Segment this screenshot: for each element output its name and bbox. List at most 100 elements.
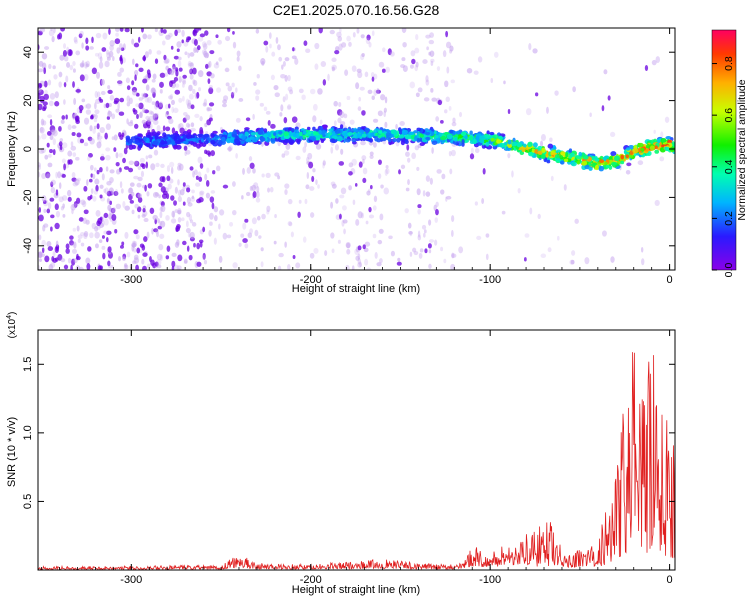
spectrogram-pixel — [168, 118, 174, 125]
spectrogram-pixel — [331, 248, 335, 254]
spectrogram-ridge-pixel — [490, 137, 495, 142]
spectrogram-pixel — [413, 250, 419, 256]
spectrogram-pixel — [481, 197, 485, 204]
spectrogram-ridge-pixel — [329, 138, 336, 143]
spectrogram-pixel — [67, 257, 72, 264]
spectrogram-pixel — [451, 215, 455, 223]
spectrogram-pixel — [63, 99, 66, 105]
spectrogram-pixel — [311, 175, 315, 182]
spectrogram-pixel — [203, 50, 208, 58]
spectrogram-pixel — [451, 229, 454, 237]
spectrogram-ridge-pixel — [541, 153, 546, 160]
spectrogram-pixel — [38, 164, 42, 171]
spectrogram-pixel — [197, 171, 202, 178]
spectrogram-pixel — [266, 205, 271, 213]
spectrogram-pixel — [546, 106, 549, 114]
spectrogram-ridge-pixel — [537, 150, 543, 155]
spectrogram-pixel — [287, 198, 293, 205]
snr-panel: -300 -200 -100 0 0.5 1.0 1.5 Height of straig… — [6, 312, 676, 596]
spectrogram-pixel — [182, 201, 186, 206]
spectrogram-pixel — [81, 60, 85, 67]
spectrogram-ridge-pixel — [173, 135, 178, 142]
spectrogram-pixel — [75, 50, 81, 56]
spectrogram-pixel — [94, 109, 100, 115]
y-tick-label: 0 — [22, 146, 34, 152]
spectrogram-pixel — [152, 191, 159, 198]
spectrogram-pixel — [176, 41, 182, 48]
spectrogram-pixel — [371, 30, 375, 37]
spectrogram-pixel — [193, 169, 198, 176]
spectrogram-pixel — [261, 173, 265, 178]
spectrogram-pixel — [38, 171, 41, 178]
spectrogram-pixel — [117, 102, 120, 110]
spectrogram-pixel — [307, 152, 313, 160]
spectrogram-pixel — [224, 67, 230, 73]
figure-title: C2E1.2025.070.16.56.G28 — [273, 2, 440, 18]
spectrogram-pixel — [162, 29, 167, 34]
spectrogram-pixel — [159, 233, 165, 239]
spectrogram-ridge-pixel — [519, 151, 525, 156]
spectrogram-pixel — [96, 71, 101, 79]
spectrogram-pixel — [188, 68, 192, 73]
spectrogram-ridge-pixel — [521, 146, 526, 153]
spectrogram-pixel — [199, 241, 203, 248]
spectrogram-ridge-pixel — [425, 136, 431, 141]
spectrogram-pixel — [292, 254, 296, 260]
spectrogram-pixel — [97, 217, 103, 225]
spectrogram-pixel — [94, 226, 99, 232]
spectrogram-pixel — [238, 242, 242, 247]
spectrogram-pixel — [38, 68, 44, 73]
spectrogram-pixel — [159, 254, 163, 261]
spectrogram-pixel — [312, 115, 317, 123]
spectrogram-pixel — [507, 152, 511, 159]
spectrogram-pixel — [177, 195, 182, 203]
spectrogram-pixel — [387, 48, 392, 56]
spectrogram-pixel — [355, 219, 360, 226]
spectrogram-pixel — [169, 178, 174, 184]
spectrogram-pixel — [337, 35, 343, 42]
spectrogram-pixel — [339, 28, 342, 34]
spectrogram-pixel — [421, 224, 427, 230]
spectrogram-pixel — [178, 97, 183, 103]
spectrogram-pixel — [269, 186, 274, 193]
spectrogram-pixel — [149, 207, 155, 214]
spectrogram-pixel — [216, 87, 222, 93]
spectrogram-pixel — [109, 94, 115, 101]
spectrogram-pixel — [458, 246, 464, 254]
spectrogram-ridge-pixel — [370, 132, 374, 137]
spectrogram-pixel — [197, 36, 204, 42]
spectrogram-pixel — [197, 45, 201, 51]
spectrogram-pixel — [43, 223, 49, 228]
spectrogram-pixel — [288, 221, 293, 227]
spectrogram-pixel — [191, 88, 196, 94]
spectrogram-pixel — [373, 89, 378, 97]
spectrogram-pixel — [423, 229, 427, 234]
spectrogram-pixel — [154, 58, 159, 64]
spectrogram-pixel — [417, 230, 421, 238]
spectrogram-pixel — [189, 73, 194, 80]
spectrogram-pixel — [435, 116, 440, 122]
spectrogram-pixel — [192, 79, 196, 85]
spectrogram-ridge-pixel — [266, 130, 271, 137]
spectrogram-ridge-pixel — [364, 127, 370, 133]
spectrogram-pixel — [190, 196, 196, 202]
spectrogram-pixel — [359, 86, 365, 91]
spectrogram-pixel — [416, 188, 421, 196]
spectrogram-pixel — [186, 36, 192, 41]
spectrogram-pixel — [93, 117, 98, 123]
spectrogram-pixel — [181, 217, 185, 222]
spectrogram-pixel — [192, 170, 195, 178]
spectrogram-pixel — [202, 254, 206, 261]
spectrogram-pixel — [58, 196, 64, 203]
spectrogram-pixel — [248, 156, 253, 162]
spectrogram-pixel — [357, 253, 361, 260]
spectrogram-pixel — [86, 179, 89, 187]
spectrogram-pixel — [133, 160, 139, 165]
spectrogram-pixel — [411, 152, 417, 160]
spectrogram-pixel — [60, 119, 65, 125]
spectrogram-pixel — [198, 28, 202, 31]
spectrogram-pixel — [117, 80, 123, 86]
spectrogram-y-axis: -40 -20 0 20 40 — [22, 46, 675, 254]
spectrogram-pixel — [60, 28, 65, 32]
spectrogram-ridge-pixel — [393, 130, 398, 136]
